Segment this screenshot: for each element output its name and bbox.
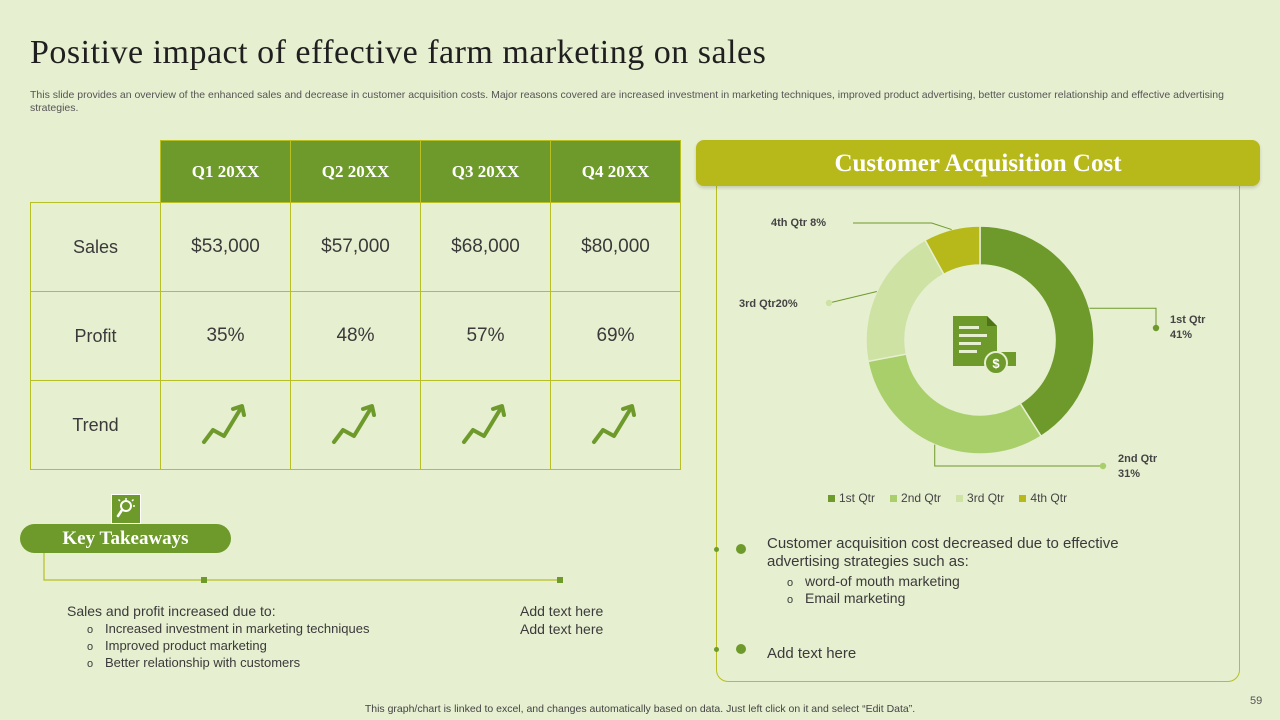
list-item-text: Improved product marketing — [105, 638, 267, 653]
bullet-marker: o — [787, 594, 794, 606]
table-row-profit: Profit 35% 48% 57% 69% — [30, 291, 681, 381]
legend-label: 4th Qtr — [1030, 491, 1068, 505]
leader-line — [828, 290, 877, 304]
quarterly-table: Q1 20XX Q2 20XX Q3 20XX Q4 20XX Sales $5… — [30, 140, 681, 470]
cac-panel — [716, 185, 1240, 682]
key-takeaways-heading: Key Takeaways — [20, 524, 231, 553]
connector-dot — [714, 647, 719, 652]
table-row-sales: Sales $53,000 $57,000 $68,000 $80,000 — [30, 202, 681, 292]
trend-q3 — [420, 380, 551, 470]
legend-swatch — [890, 494, 898, 502]
leader-line — [1089, 307, 1157, 328]
label-q1-name: 1st Qtr — [1170, 314, 1206, 326]
legend-item-q4: 4th Qtr — [1019, 491, 1067, 505]
cac-strategies-list: o word-of mouth marketing o Email marketin… — [787, 573, 960, 607]
legend-item-q1: 1st Qtr — [828, 491, 875, 505]
cac-description: Customer acquisition cost decreased due … — [767, 535, 1119, 570]
legend-label: 3rd Qtr — [967, 491, 1005, 505]
bullet-dot — [736, 544, 746, 554]
trend-up-arrow-icon — [461, 404, 506, 444]
chart-legend: 1st Qtr 2nd Qtr 3rd Qtr 4th Qtr — [828, 491, 1067, 505]
label-q2-value: 31% — [1118, 468, 1141, 480]
legend-swatch — [1019, 494, 1027, 502]
leader-line — [853, 222, 952, 231]
bullet-marker: o — [87, 658, 94, 670]
trend-q2 — [290, 380, 421, 470]
leader-line — [934, 444, 1103, 467]
list-item: o Improved product marketing — [67, 637, 369, 654]
donut-slice-q1 — [979, 225, 1095, 438]
svg-text:$: $ — [992, 356, 1000, 371]
trend-up-arrow-icon — [331, 404, 376, 444]
lightbulb-magnifier-icon — [111, 494, 141, 524]
leader-dot — [1099, 462, 1107, 470]
page-title: Positive impact of effective farm market… — [30, 34, 767, 71]
footer-note: This graph/chart is linked to excel, and… — [364, 703, 916, 715]
label-q2-name: 2nd Qtr — [1118, 453, 1158, 465]
donut-slice-q3 — [865, 239, 945, 363]
connector-dot — [714, 547, 719, 552]
trend-up-arrow-icon — [591, 404, 636, 444]
row-label-trend: Trend — [30, 380, 161, 470]
legend-swatch — [956, 494, 964, 502]
sales-q2: $57,000 — [290, 202, 421, 292]
profit-q4: 69% — [550, 291, 681, 381]
list-item: o Better relationship with customers — [67, 654, 369, 671]
bullet-marker: o — [87, 641, 94, 653]
page-number: 59 — [1250, 695, 1263, 707]
sales-q4: $80,000 — [550, 202, 681, 292]
list-item-text: Increased investment in marketing techni… — [105, 621, 370, 636]
label-q1: 1st Qtr 41% — [1170, 313, 1205, 343]
donut-slice-q4 — [924, 225, 981, 276]
invoice-dollar-icon: $ — [953, 316, 1016, 375]
legend-label: 1st Qtr — [839, 491, 876, 505]
list-item-text: word-of mouth marketing — [805, 573, 960, 589]
bullet-dot — [736, 644, 746, 654]
cac-heading: Customer Acquisition Cost — [696, 140, 1260, 186]
trend-q1 — [160, 380, 291, 470]
add-text-placeholder[interactable]: Add text here — [767, 645, 857, 662]
label-q2: 2nd Qtr 31% — [1118, 452, 1157, 482]
list-item: o Email marketing — [787, 590, 960, 607]
table-row-trend: Trend — [30, 380, 681, 470]
list-item-text: Better relationship with customers — [105, 655, 301, 670]
header-q3: Q3 20XX — [420, 140, 551, 203]
list-item: o Increased investment in marketing techn… — [67, 620, 369, 637]
legend-swatch — [828, 494, 835, 502]
cac-donut-chart: $ — [825, 222, 1160, 470]
page-subtitle: This slide provides an overview of the e… — [30, 89, 1224, 114]
bullet-marker: o — [87, 624, 94, 636]
profit-q1: 35% — [160, 291, 291, 381]
bullet-marker: o — [787, 577, 794, 589]
add-text-placeholder[interactable]: Add text here — [520, 621, 604, 637]
legend-item-q2: 2nd Qtr — [890, 491, 941, 505]
trend-up-arrow-icon — [201, 404, 246, 444]
table-corner — [30, 140, 161, 203]
label-q4: 4th Qtr 8% — [771, 217, 827, 229]
leader-dot — [1152, 324, 1160, 332]
label-q1-value: 41% — [1170, 329, 1193, 341]
list-item-text: Email marketing — [805, 590, 906, 606]
legend-label: 2nd Qtr — [901, 491, 942, 505]
takeaways-intro: Sales and profit increased due to: — [67, 603, 276, 619]
trend-q4 — [550, 380, 681, 470]
add-text-placeholder[interactable]: Add text here — [520, 603, 604, 619]
list-item: o word-of mouth marketing — [787, 573, 960, 590]
label-q3: 3rd Qtr20% — [739, 298, 798, 310]
donut-slice-q2 — [867, 353, 1043, 455]
profit-q2: 48% — [290, 291, 421, 381]
takeaways-list: o Increased investment in marketing techn… — [67, 620, 369, 671]
legend-item-q3: 3rd Qtr — [956, 491, 1004, 505]
sales-q1: $53,000 — [160, 202, 291, 292]
leader-dot — [825, 299, 833, 307]
